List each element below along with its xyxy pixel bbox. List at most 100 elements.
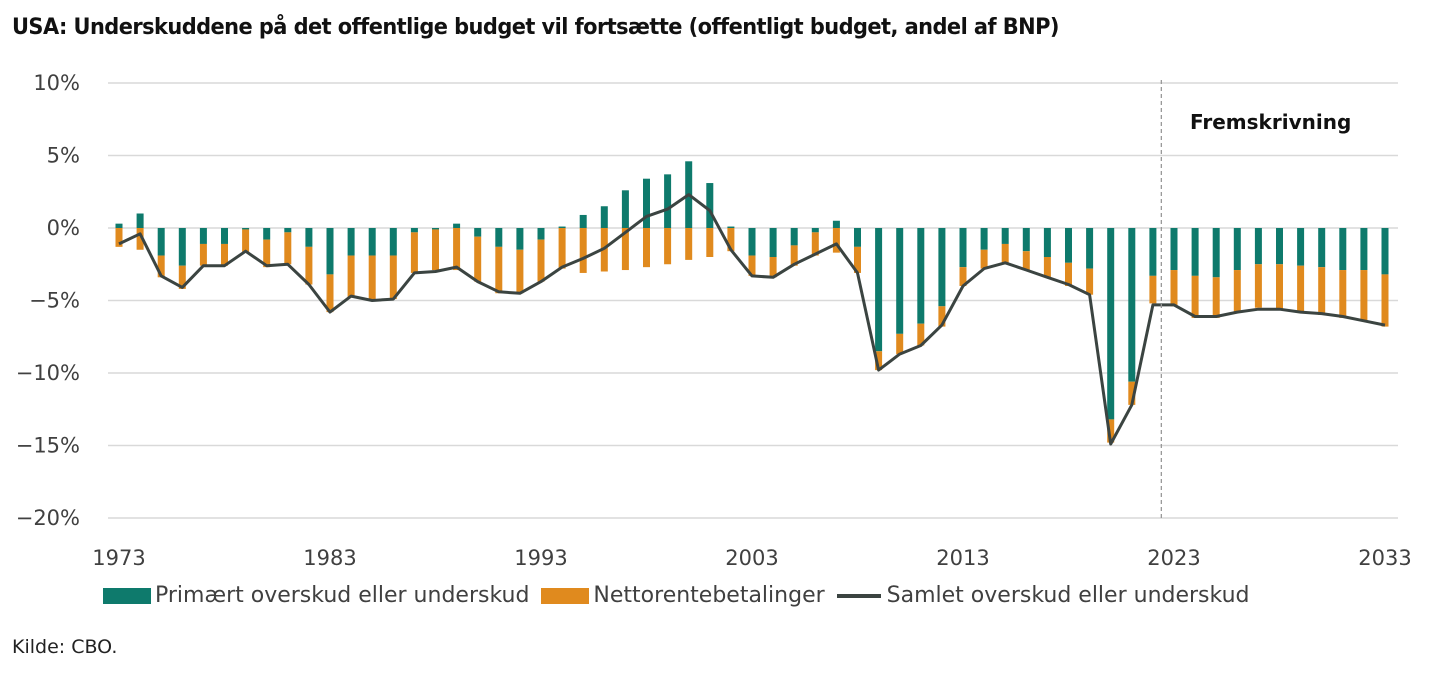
bar-interest-2002 bbox=[727, 228, 735, 252]
bar-primary-2027 bbox=[1254, 228, 1262, 265]
legend-item-interest: Nettorentebetalinger bbox=[541, 583, 825, 608]
bar-interest-2030 bbox=[1318, 267, 1326, 315]
bar-interest-1980 bbox=[263, 239, 271, 268]
bar-interest-1999 bbox=[664, 228, 672, 265]
bar-primary-1994 bbox=[558, 226, 566, 228]
bar-primary-2028 bbox=[1276, 228, 1283, 265]
source-note: Kilde: CBO. bbox=[12, 636, 118, 658]
bar-primary-2026 bbox=[1233, 228, 1241, 271]
bar-primary-1977 bbox=[199, 228, 207, 244]
x-tick-label: 1973 bbox=[92, 546, 145, 570]
bar-primary-2020 bbox=[1107, 228, 1115, 420]
bar-interest-2019 bbox=[1086, 268, 1094, 295]
bar-primary-2031 bbox=[1339, 228, 1347, 271]
y-tick-label: 0% bbox=[47, 216, 80, 240]
bar-interest-1984 bbox=[347, 255, 355, 298]
bar-primary-1987 bbox=[410, 228, 418, 233]
bar-interest-1976 bbox=[178, 265, 186, 289]
bar-interest-1981 bbox=[284, 232, 292, 265]
bar-primary-1996 bbox=[600, 206, 608, 228]
bar-primary-1985 bbox=[368, 228, 376, 256]
bar-interest-2012 bbox=[938, 306, 946, 327]
legend-swatch-primary bbox=[103, 587, 151, 604]
x-tick-label: 2013 bbox=[936, 546, 989, 570]
bar-interest-1973 bbox=[115, 228, 123, 247]
bar-interest-2029 bbox=[1297, 265, 1305, 313]
bar-primary-2003 bbox=[748, 228, 756, 256]
bar-primary-2018 bbox=[1065, 228, 1072, 263]
bar-primary-2029 bbox=[1297, 228, 1305, 266]
bar-interest-1997 bbox=[621, 228, 629, 271]
bar-interest-1978 bbox=[221, 243, 228, 266]
x-tick-label: 2023 bbox=[1147, 546, 1200, 570]
bar-primary-1993 bbox=[537, 228, 545, 240]
bar-primary-1990 bbox=[474, 228, 482, 237]
bar-interest-2016 bbox=[1022, 251, 1030, 271]
bar-primary-2006 bbox=[811, 228, 819, 233]
chart-title: USA: Underskuddene på det offentlige bud… bbox=[12, 14, 1059, 40]
legend-label-primary: Primært overskud eller underskud bbox=[155, 583, 530, 608]
bar-primary-2001 bbox=[706, 183, 714, 228]
bars bbox=[115, 161, 1389, 443]
legend: Primært overskud eller underskud Nettore… bbox=[103, 583, 1261, 608]
bar-primary-1979 bbox=[242, 228, 250, 230]
bar-primary-1983 bbox=[326, 228, 334, 275]
bar-primary-2017 bbox=[1043, 228, 1051, 257]
legend-item-primary: Primært overskud eller underskud bbox=[103, 583, 529, 608]
bar-interest-1983 bbox=[326, 274, 334, 313]
bar-interest-1982 bbox=[305, 246, 313, 285]
bar-primary-2032 bbox=[1360, 228, 1368, 271]
bar-interest-2015 bbox=[1001, 243, 1009, 263]
bar-primary-2022 bbox=[1149, 228, 1157, 276]
bar-interest-1993 bbox=[537, 239, 545, 282]
bar-interest-2001 bbox=[706, 228, 714, 257]
bar-primary-1997 bbox=[621, 190, 629, 228]
bar-interest-2009 bbox=[875, 351, 883, 371]
bar-primary-2002 bbox=[727, 226, 735, 228]
bar-primary-2033 bbox=[1381, 228, 1389, 275]
bar-interest-2010 bbox=[896, 333, 904, 355]
bar-interest-2006 bbox=[811, 232, 819, 256]
bar-interest-2033 bbox=[1381, 274, 1389, 327]
bar-primary-1995 bbox=[579, 214, 587, 228]
bar-interest-2021 bbox=[1128, 381, 1136, 405]
y-tick-label: −20% bbox=[16, 506, 80, 530]
bar-primary-2009 bbox=[875, 228, 883, 352]
x-tick-label: 2003 bbox=[725, 546, 778, 570]
bar-interest-2011 bbox=[917, 323, 925, 346]
bar-interest-2022 bbox=[1149, 275, 1157, 304]
bar-primary-1974 bbox=[136, 213, 144, 228]
y-tick-label: 5% bbox=[47, 144, 80, 168]
bar-interest-1990 bbox=[474, 236, 482, 282]
bar-interest-2017 bbox=[1043, 257, 1051, 278]
y-axis: 10% 5% 0% −5% −10% −15% −20% bbox=[16, 71, 80, 530]
bar-primary-1976 bbox=[178, 228, 186, 266]
bar-interest-2007 bbox=[832, 228, 840, 253]
bar-primary-2007 bbox=[832, 220, 840, 228]
bar-interest-2014 bbox=[980, 249, 988, 269]
bar-interest-1989 bbox=[453, 228, 461, 271]
y-tick-label: 10% bbox=[33, 71, 80, 95]
bar-primary-2021 bbox=[1128, 228, 1136, 382]
bar-interest-2013 bbox=[959, 267, 967, 286]
bar-primary-1980 bbox=[263, 228, 271, 240]
y-tick-label: −15% bbox=[16, 434, 80, 458]
bar-primary-1984 bbox=[347, 228, 355, 256]
bar-interest-1987 bbox=[410, 232, 418, 273]
bar-primary-1989 bbox=[453, 223, 461, 228]
bar-primary-1981 bbox=[284, 228, 292, 233]
bar-primary-1986 bbox=[389, 228, 397, 256]
bar-interest-2003 bbox=[748, 255, 756, 276]
bar-interest-1979 bbox=[242, 229, 250, 253]
bar-primary-1973 bbox=[115, 223, 123, 228]
bar-interest-1995 bbox=[579, 228, 587, 273]
bar-primary-2008 bbox=[854, 228, 861, 247]
bar-interest-2027 bbox=[1254, 264, 1262, 308]
gridlines bbox=[108, 82, 1398, 519]
total-line-group bbox=[118, 193, 1386, 446]
bar-interest-2028 bbox=[1276, 264, 1283, 310]
bar-primary-2024 bbox=[1191, 228, 1199, 276]
bar-interest-1974 bbox=[136, 228, 144, 250]
legend-label-total: Samlet overskud eller underskud bbox=[886, 583, 1250, 608]
